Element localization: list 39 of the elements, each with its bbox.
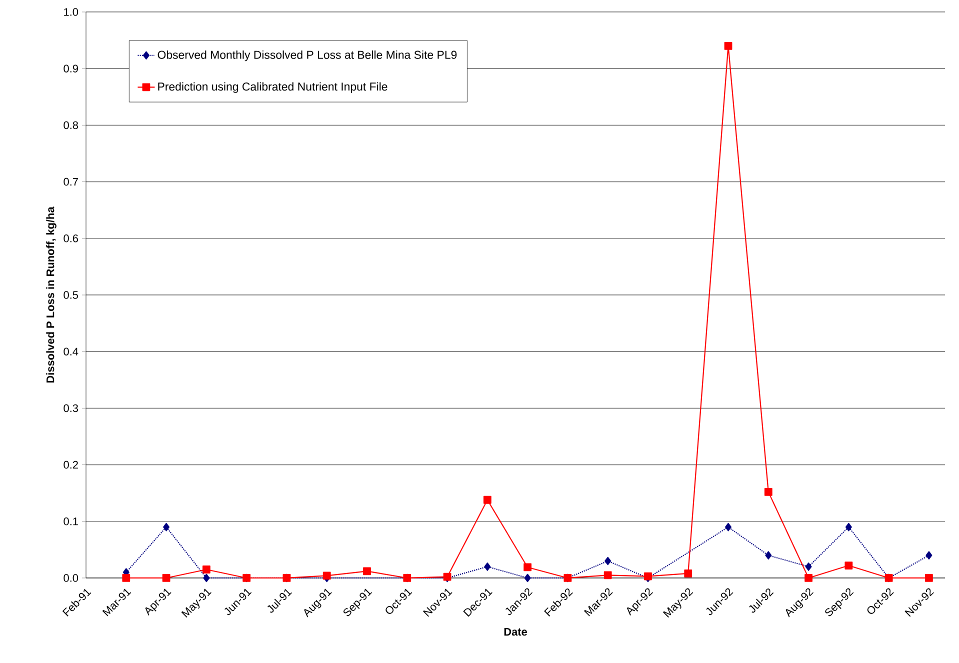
point [162,574,170,582]
point [684,570,692,578]
point [764,488,772,496]
point [203,574,210,582]
legend-label: Observed Monthly Dissolved P Loss at Belle Mina Site PL9 [158,50,457,62]
point [725,522,732,532]
y-tick-label: 0.6 [64,234,78,242]
y-tick-label: 0.4 [64,348,78,356]
y-tick-label: 0.0 [64,574,78,582]
point [604,571,612,580]
point [483,496,492,504]
point [163,522,170,532]
y-axis-title: Dissolved P Loss in Runoff, kg/ha [46,206,56,383]
y-tick-label: 1.0 [64,8,78,16]
point [202,566,210,574]
legend-label: Prediction using Calibrated Nutrient Input File [158,82,388,93]
point [925,574,933,582]
y-tick-label: 0.5 [64,291,78,299]
point [844,562,853,570]
point [604,556,612,566]
y-tick-label: 0.8 [64,121,78,130]
point [524,574,531,582]
point [484,562,491,571]
point [765,551,772,560]
point [122,574,130,582]
y-tick-label: 0.2 [64,460,78,469]
y-tick-label: 0.1 [64,518,78,526]
point [804,574,812,582]
point [363,567,371,576]
x-axis-title: Date [504,628,528,636]
point [524,563,532,572]
point [805,562,812,571]
point [322,572,331,580]
y-tick-label: 0.9 [64,64,78,72]
y-tick-label: 0.3 [64,404,78,412]
point [926,551,932,560]
point [724,42,732,50]
y-tick-label: 0.7 [64,178,78,186]
point [845,522,852,532]
